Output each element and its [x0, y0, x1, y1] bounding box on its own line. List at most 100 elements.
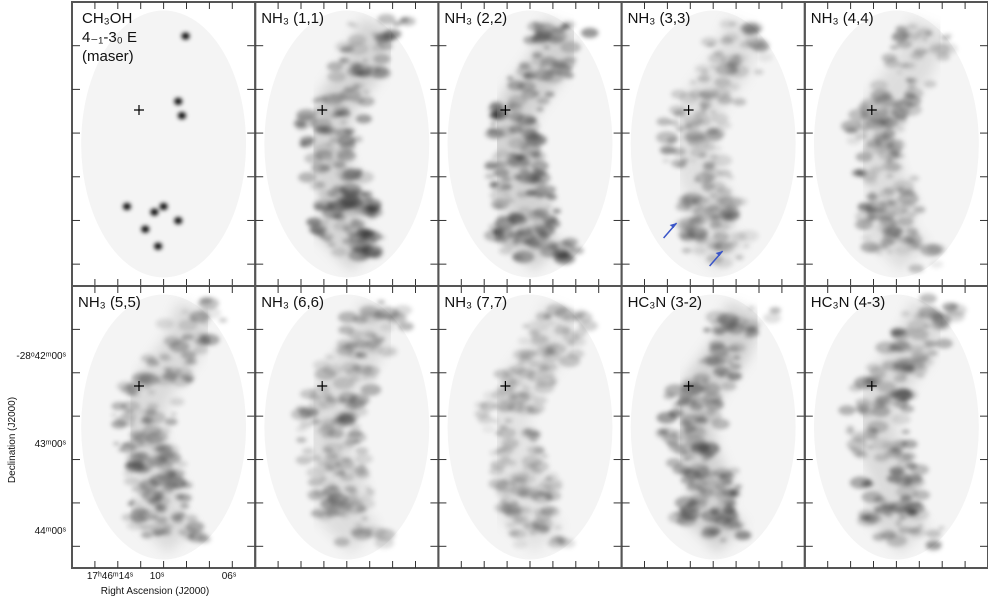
- clump: [929, 260, 944, 269]
- clump: [703, 327, 711, 333]
- clump: [164, 418, 178, 426]
- reference-cross: [500, 105, 511, 115]
- clump: [306, 217, 322, 227]
- clump: [925, 529, 942, 539]
- clump: [849, 476, 872, 489]
- clump: [570, 246, 584, 255]
- maser-spot: [159, 202, 168, 210]
- y-axis-label: Declination (J2000): [7, 397, 18, 483]
- clump: [655, 426, 677, 440]
- clump: [324, 354, 335, 360]
- clump: [383, 351, 390, 356]
- clump: [546, 193, 557, 201]
- emission: [122, 32, 190, 250]
- x-tick-label: 10ˢ: [150, 571, 165, 582]
- clump: [555, 536, 563, 541]
- map-panel: HC₃N (4-3): [803, 285, 988, 569]
- reference-cross: [317, 105, 328, 115]
- clump: [936, 52, 951, 61]
- clump: [398, 322, 414, 331]
- clump: [169, 397, 185, 407]
- clump: [308, 494, 320, 501]
- clump: [359, 464, 366, 468]
- map-panel: NH₃ (5,5): [71, 285, 257, 569]
- maser-spot: [150, 208, 159, 216]
- clump: [533, 447, 545, 455]
- clump: [920, 243, 943, 257]
- clump: [298, 172, 317, 183]
- arrow-head: [715, 251, 723, 256]
- clump: [901, 452, 917, 461]
- clump: [517, 337, 530, 345]
- clump: [734, 530, 752, 540]
- clump: [743, 243, 750, 248]
- clump: [732, 98, 747, 106]
- diffuse: [487, 17, 582, 272]
- clump: [578, 320, 598, 332]
- reference-cross: [866, 105, 877, 115]
- clump: [935, 338, 953, 349]
- clump: [293, 120, 307, 128]
- clump: [188, 531, 208, 543]
- clump: [296, 436, 307, 443]
- clump: [295, 455, 312, 465]
- clump: [123, 476, 140, 486]
- clump: [728, 467, 741, 475]
- y-tick-label: 43ᵐ00ˢ: [35, 439, 67, 450]
- clump: [919, 293, 937, 304]
- clump: [941, 302, 958, 312]
- map-panel: NH₃ (4,4): [803, 1, 988, 287]
- clump: [706, 42, 716, 48]
- reference-cross: [683, 105, 694, 115]
- clump: [399, 16, 416, 26]
- clump: [710, 320, 719, 326]
- clump: [757, 52, 773, 62]
- diffuse: [304, 17, 399, 272]
- clump: [540, 453, 549, 459]
- clump: [377, 13, 396, 25]
- y-tick-label: -28ᵒ42ᵐ00ˢ: [16, 351, 66, 362]
- clump: [548, 380, 558, 386]
- map-panel: NH₃ (1,1): [254, 1, 440, 287]
- panel-label: NH₃ (1,1): [261, 10, 324, 27]
- clump: [489, 181, 499, 188]
- clump: [127, 501, 134, 506]
- maser-spot: [154, 242, 163, 250]
- panel-label: NH₃ (4,4): [811, 10, 874, 27]
- clump: [580, 27, 599, 38]
- panel-label: NH₃ (5,5): [78, 294, 141, 311]
- reference-cross: [134, 105, 144, 115]
- clump: [538, 171, 545, 175]
- clump: [748, 306, 755, 310]
- panel-label: NH₃ (3,3): [628, 10, 691, 27]
- clump: [170, 412, 178, 417]
- clump: [197, 297, 220, 310]
- clump: [547, 538, 565, 549]
- clump: [848, 383, 863, 392]
- clump: [665, 458, 683, 468]
- maser-spot: [177, 112, 186, 120]
- clump: [715, 146, 722, 151]
- arrow-head: [669, 223, 677, 228]
- panel-label: CH₃OH: [82, 10, 132, 27]
- x-tick-label: 17ʰ46ᵐ14ˢ: [87, 571, 134, 582]
- clump: [717, 121, 732, 130]
- clump: [377, 299, 386, 305]
- clump: [295, 426, 307, 433]
- clump: [300, 143, 307, 147]
- clump: [392, 21, 402, 27]
- clump: [130, 499, 136, 503]
- clump: [908, 264, 924, 273]
- panel-label: (maser): [82, 48, 134, 65]
- clump: [340, 47, 349, 53]
- clump: [563, 72, 575, 79]
- clump: [312, 490, 320, 495]
- clump: [769, 307, 781, 314]
- clump: [763, 312, 782, 324]
- diffuse: [487, 301, 582, 554]
- x-axis-label: Right Ascension (J2000): [101, 586, 209, 597]
- clump: [474, 401, 488, 409]
- clump: [506, 76, 514, 81]
- clump: [307, 477, 324, 487]
- clump: [909, 501, 922, 509]
